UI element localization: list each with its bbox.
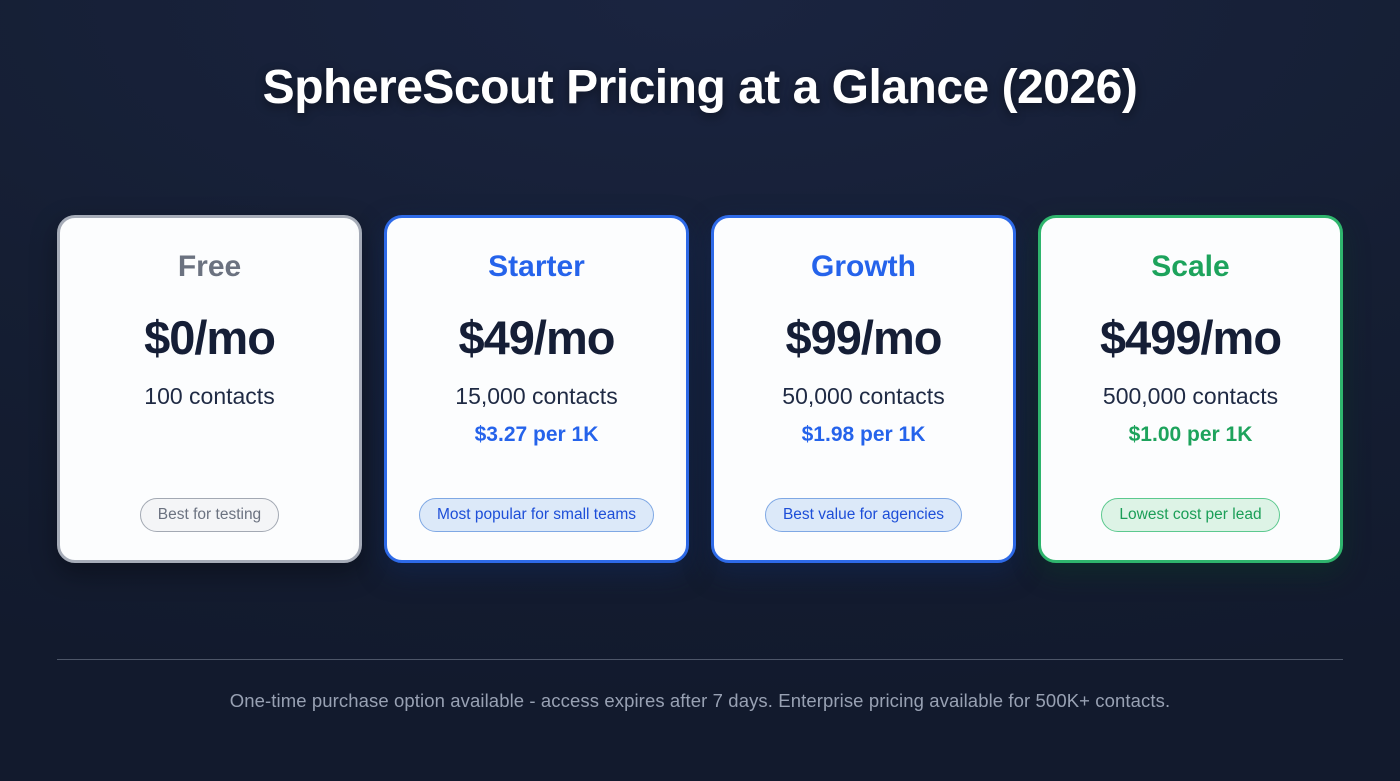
plan-contacts: 50,000 contacts	[782, 383, 945, 409]
plan-badge: Best for testing	[139, 498, 280, 532]
plan-name: Growth	[811, 250, 916, 283]
footer-note: One-time purchase option available - acc…	[229, 690, 1171, 711]
plan-badge: Best value for agencies	[764, 498, 963, 532]
plan-contacts: 15,000 contacts	[455, 383, 618, 409]
plan-contacts: 500,000 contacts	[1102, 383, 1279, 409]
plan-price: $499/mo	[1099, 311, 1282, 364]
plan-contacts: 100 contacts	[144, 383, 275, 409]
pricing-card-starter: Starter $49/mo 15,000 contacts $3.27 per…	[384, 215, 689, 563]
plan-price: $49/mo	[458, 311, 616, 364]
plan-price: $99/mo	[785, 311, 943, 364]
plan-price: $0/mo	[144, 311, 276, 364]
plan-name: Scale	[1151, 250, 1230, 283]
plan-per-1k: $1.00 per 1K	[1128, 423, 1253, 446]
plan-per-1k: $3.27 per 1K	[474, 423, 599, 446]
plan-badge: Most popular for small teams	[419, 498, 654, 532]
pricing-cards-row: Free $0/mo 100 contacts Best for testing…	[57, 215, 1343, 563]
page-title: SphereScout Pricing at a Glance (2026)	[262, 61, 1138, 114]
pricing-card-scale: Scale $499/mo 500,000 contacts $1.00 per…	[1038, 215, 1343, 563]
plan-name: Free	[177, 250, 242, 283]
plan-name: Starter	[488, 250, 585, 283]
plan-badge: Lowest cost per lead	[1101, 498, 1280, 532]
pricing-card-free: Free $0/mo 100 contacts Best for testing	[57, 215, 362, 563]
pricing-card-growth: Growth $99/mo 50,000 contacts $1.98 per …	[711, 215, 1016, 563]
divider	[57, 659, 1343, 660]
plan-per-1k: $1.98 per 1K	[801, 423, 926, 446]
